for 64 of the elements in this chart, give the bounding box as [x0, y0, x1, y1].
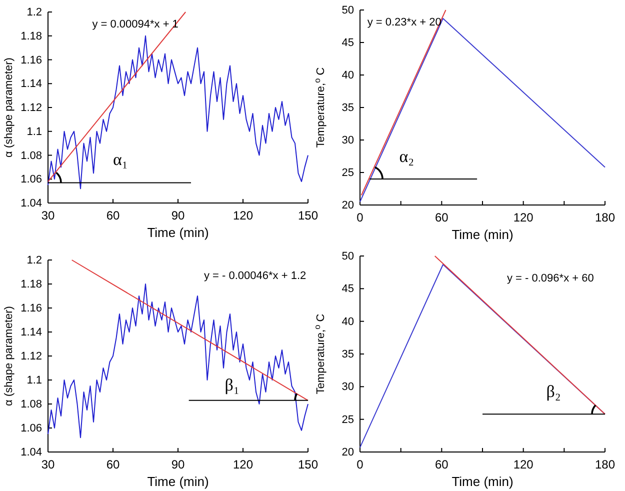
y-tick-label: 1.04: [20, 198, 42, 210]
x-axis-title: Time (min): [452, 474, 514, 489]
y-axis-title: α (shape parameter): [3, 58, 15, 158]
x-tick-label: 30: [41, 458, 55, 472]
y-tick-label: 1.2: [26, 6, 42, 19]
y-tick-label: 30: [342, 134, 354, 147]
annotation: y = - 0.096*x + 60: [507, 272, 594, 284]
y-tick-label: 1.18: [20, 278, 42, 291]
x-tick-label: 90: [171, 208, 185, 223]
x-axis-title: Time (min): [452, 227, 514, 242]
annotation: β₂: [546, 382, 561, 402]
annotation: y = - 0.00046*x + 1.2: [204, 270, 306, 282]
annotation: α₂: [399, 147, 414, 166]
x-tick-label: 180: [594, 210, 616, 225]
y-tick-label: 1.12: [20, 350, 42, 363]
x-tick-label: 60: [434, 210, 449, 225]
y-tick-label: 1.18: [20, 30, 42, 42]
x-tick-label: 180: [594, 458, 616, 472]
y-tick-label: 1.06: [20, 174, 42, 186]
y-tick-label: 1.16: [20, 54, 42, 66]
y-tick-label: 40: [342, 316, 354, 328]
x-tick-label: 150: [298, 208, 318, 223]
y-tick-label: 20: [342, 446, 354, 459]
x-tick-label: 90: [171, 458, 185, 472]
x-tick-label: 0: [356, 458, 364, 472]
line-series: [48, 284, 308, 438]
x-tick-label: 120: [232, 458, 254, 472]
y-tick-label: 1.06: [20, 422, 42, 435]
x-tick-label: 60: [434, 458, 449, 472]
annotation: α₁: [113, 150, 128, 169]
y-tick-label: 1.2: [26, 254, 42, 267]
x-tick-label: 60: [106, 458, 120, 472]
y-tick-label: 25: [342, 167, 354, 180]
y-tick-label: 1.08: [20, 398, 42, 411]
y-tick-label: 20: [342, 200, 354, 212]
x-tick-label: 30: [41, 208, 55, 223]
y-tick-label: 1.08: [20, 150, 42, 162]
y-tick-label: 45: [342, 37, 354, 50]
y-axis-title: α (shape parameter): [3, 306, 15, 406]
x-tick-label: 120: [232, 208, 254, 223]
x-tick-label: 0: [356, 210, 364, 225]
y-tick-label: 40: [342, 70, 354, 82]
y-tick-label: 30: [342, 381, 354, 394]
x-axis-title: Time (min): [147, 225, 209, 240]
y-tick-label: 25: [342, 414, 354, 426]
y-tick-label: 1.14: [20, 326, 42, 339]
y-tick-label: 1.04: [20, 446, 42, 459]
y-tick-label: 50: [342, 250, 354, 263]
y-tick-label: 1.12: [20, 102, 42, 114]
y-tick-label: 50: [342, 4, 354, 17]
annotation: β₁: [224, 376, 240, 395]
x-tick-label: 120: [513, 458, 534, 472]
x-axis-title: Time (min): [147, 474, 209, 489]
y-tick-label: 1.1: [26, 126, 42, 138]
x-tick-label: 120: [513, 210, 534, 225]
x-tick-label: 60: [106, 208, 120, 223]
y-tick-label: 1.16: [20, 302, 42, 315]
x-tick-label: 150: [298, 458, 318, 472]
y-tick-label: 1.14: [20, 78, 42, 90]
y-tick-label: 35: [342, 102, 354, 114]
line-series: [48, 35, 308, 190]
y-tick-label: 35: [342, 348, 354, 361]
y-tick-label: 45: [342, 283, 354, 296]
y-tick-label: 1.1: [26, 374, 42, 387]
